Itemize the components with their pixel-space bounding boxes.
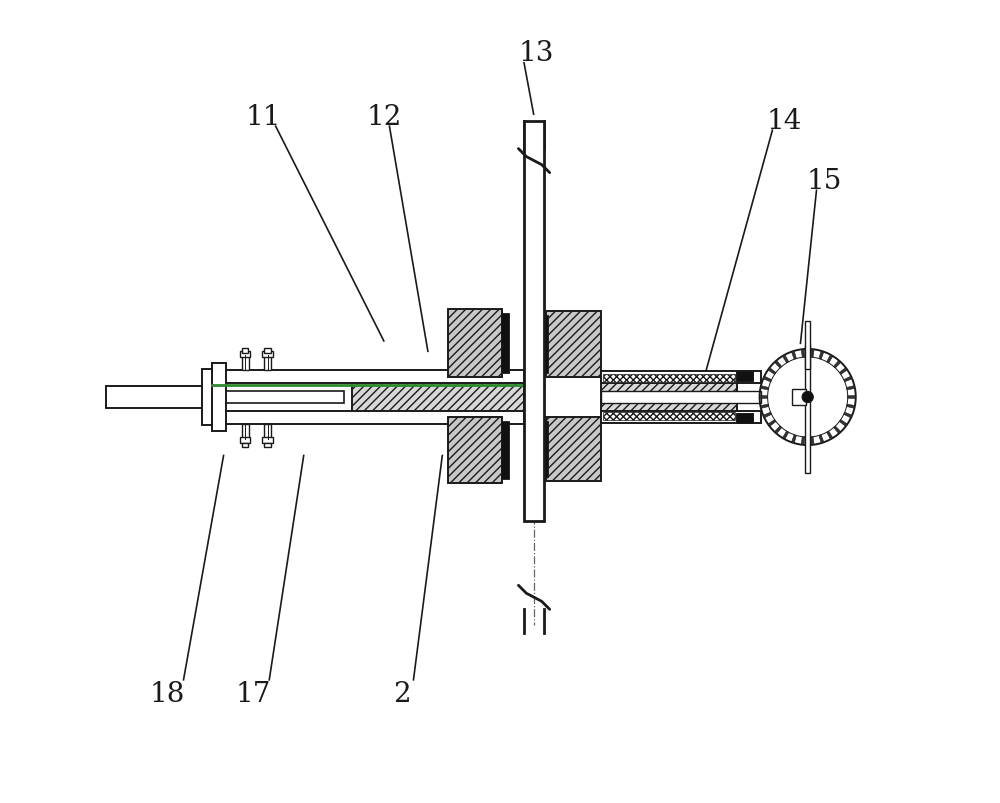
Bar xyxy=(212,364,226,431)
Polygon shape xyxy=(819,352,824,360)
Polygon shape xyxy=(839,420,847,427)
Polygon shape xyxy=(848,396,856,399)
Polygon shape xyxy=(834,361,841,369)
Bar xyxy=(546,418,601,482)
Bar xyxy=(212,370,524,383)
Polygon shape xyxy=(847,405,855,409)
Polygon shape xyxy=(839,368,847,375)
Text: 13: 13 xyxy=(518,40,554,67)
Bar xyxy=(202,370,212,425)
Polygon shape xyxy=(774,361,782,369)
Bar xyxy=(601,381,737,414)
Text: 17: 17 xyxy=(235,680,271,707)
Bar xyxy=(262,352,273,357)
Polygon shape xyxy=(847,386,855,390)
Bar xyxy=(448,418,502,483)
Bar xyxy=(603,412,735,420)
Polygon shape xyxy=(834,426,841,434)
Polygon shape xyxy=(844,413,852,418)
Polygon shape xyxy=(768,368,776,375)
Bar xyxy=(792,389,806,406)
Text: 15: 15 xyxy=(807,168,842,195)
Polygon shape xyxy=(782,355,789,364)
Text: 12: 12 xyxy=(366,104,402,131)
Bar xyxy=(264,349,271,353)
Bar xyxy=(540,316,548,373)
Bar xyxy=(601,412,761,424)
Polygon shape xyxy=(827,355,833,364)
Bar xyxy=(242,443,248,448)
Bar xyxy=(448,309,502,377)
Text: 18: 18 xyxy=(150,680,185,707)
Bar xyxy=(805,345,810,474)
Bar xyxy=(501,313,509,373)
Bar xyxy=(264,425,271,439)
Polygon shape xyxy=(801,349,805,358)
Polygon shape xyxy=(819,435,824,443)
Bar xyxy=(240,438,250,443)
Polygon shape xyxy=(760,386,769,390)
Bar xyxy=(540,422,548,478)
Bar xyxy=(601,392,761,403)
Bar xyxy=(546,312,601,377)
Polygon shape xyxy=(774,426,782,434)
Bar xyxy=(352,381,524,414)
Bar xyxy=(242,349,248,353)
Polygon shape xyxy=(768,420,776,427)
Text: 11: 11 xyxy=(246,104,281,131)
Bar xyxy=(264,443,271,448)
Text: 14: 14 xyxy=(767,108,802,135)
Bar xyxy=(524,121,544,521)
Bar xyxy=(736,371,753,381)
Polygon shape xyxy=(801,437,805,446)
Polygon shape xyxy=(763,377,772,382)
Polygon shape xyxy=(760,396,768,399)
Polygon shape xyxy=(791,435,796,443)
Polygon shape xyxy=(791,352,796,360)
Bar xyxy=(106,387,214,408)
Polygon shape xyxy=(811,437,814,446)
Bar xyxy=(736,414,753,424)
Bar xyxy=(601,371,761,383)
Polygon shape xyxy=(844,377,852,382)
Polygon shape xyxy=(760,405,769,409)
Bar xyxy=(212,412,524,425)
Circle shape xyxy=(802,392,813,403)
Bar xyxy=(805,321,810,369)
Polygon shape xyxy=(811,349,814,358)
Polygon shape xyxy=(763,413,772,418)
Text: 2: 2 xyxy=(393,680,411,707)
Bar xyxy=(262,438,273,443)
Bar xyxy=(603,375,735,383)
Polygon shape xyxy=(827,431,833,440)
Bar xyxy=(264,356,271,370)
Bar xyxy=(501,422,509,479)
Bar xyxy=(240,352,250,357)
Bar xyxy=(242,356,249,370)
Polygon shape xyxy=(782,431,789,440)
Bar xyxy=(139,392,344,403)
Bar xyxy=(242,425,249,439)
